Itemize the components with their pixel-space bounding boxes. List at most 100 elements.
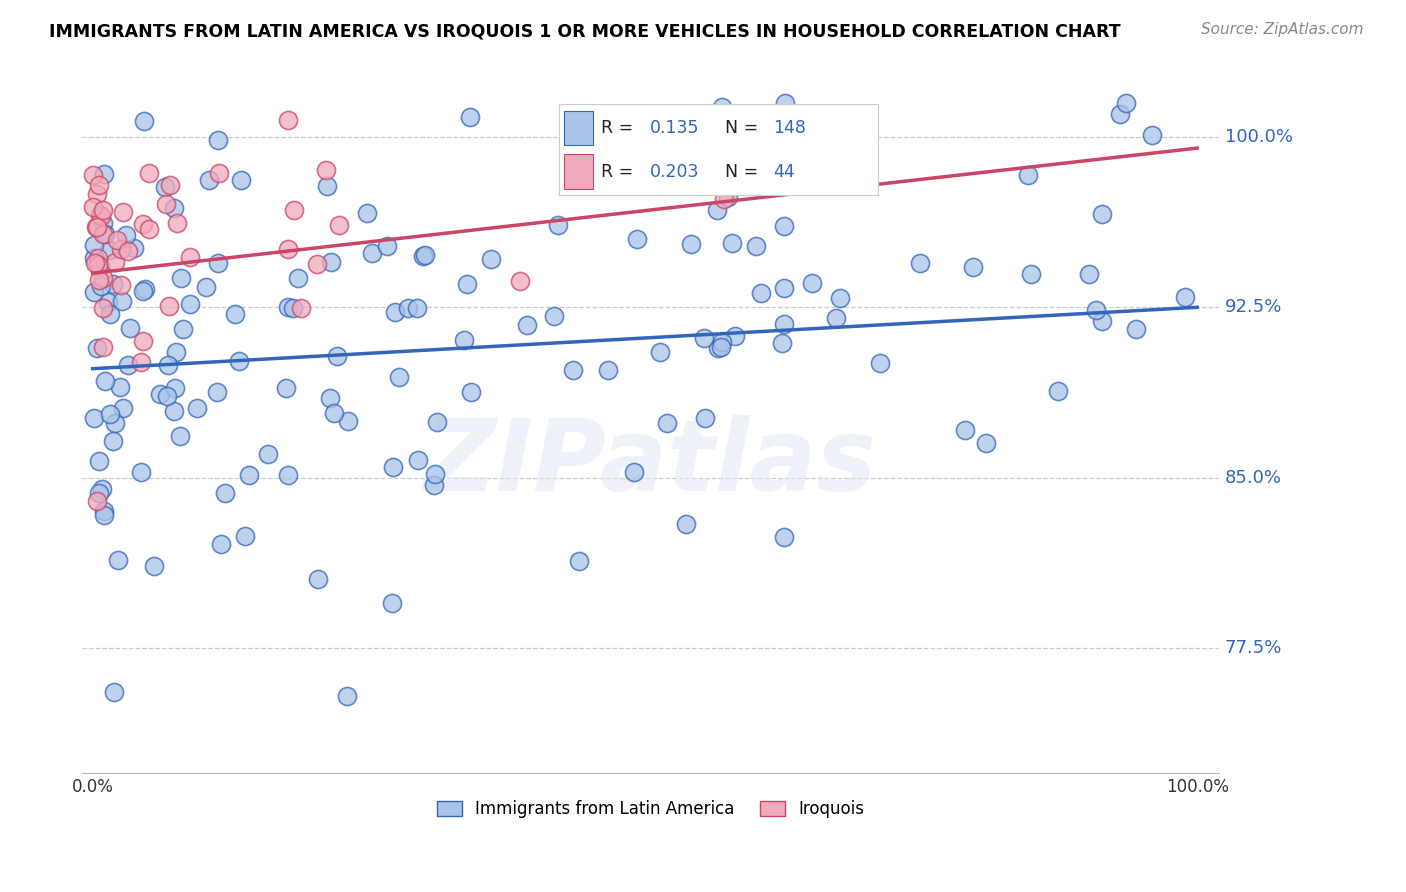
Point (207, 133, 229, 147)
Point (426, 415, 449, 429)
Point (86, 341, 108, 355)
Point (91, 270, 114, 285)
Point (91, 227, 114, 241)
Point (169, 429, 191, 443)
Point (274, 380, 297, 394)
Point (830, 291, 852, 305)
Point (706, 202, 728, 217)
Point (90, 209, 112, 223)
Point (724, 328, 747, 343)
Point (84, 256, 107, 270)
Point (138, 165, 160, 179)
Point (1017, 169, 1039, 183)
Point (277, 242, 299, 256)
Point (974, 436, 997, 450)
Point (1019, 267, 1042, 281)
Point (134, 283, 156, 297)
Point (89, 259, 111, 273)
Point (83, 238, 105, 252)
Point (97, 243, 120, 257)
Point (1091, 206, 1114, 220)
Point (111, 205, 134, 219)
Point (105, 233, 128, 247)
Point (103, 685, 125, 699)
Point (238, 468, 260, 483)
Point (143, 559, 166, 574)
Point (205, 384, 228, 399)
Point (693, 331, 716, 345)
Point (713, 192, 735, 206)
Point (336, 689, 359, 703)
Point (104, 255, 127, 269)
Point (315, 178, 337, 193)
Point (172, 322, 194, 336)
Point (83, 285, 105, 299)
Point (157, 299, 180, 313)
Point (83, 251, 105, 265)
Point (129, 355, 152, 369)
Text: 77.5%: 77.5% (1225, 640, 1282, 657)
Point (711, 100, 734, 114)
Point (1140, 128, 1163, 142)
Point (111, 401, 134, 416)
Text: 92.5%: 92.5% (1225, 298, 1282, 317)
Point (596, 363, 619, 377)
Legend: Immigrants from Latin America, Iroquois: Immigrants from Latin America, Iroquois (430, 794, 870, 825)
Point (198, 172, 221, 186)
Point (86, 493, 108, 508)
Point (361, 245, 384, 260)
Point (648, 344, 671, 359)
Point (93, 374, 115, 388)
Point (86, 186, 108, 201)
Point (101, 277, 124, 291)
Point (319, 255, 342, 269)
Point (755, 132, 778, 146)
Point (132, 284, 155, 298)
Point (375, 239, 398, 253)
Point (388, 370, 411, 384)
Point (287, 271, 309, 285)
Point (132, 114, 155, 128)
Text: IMMIGRANTS FROM LATIN AMERICA VS IROQUOIS 1 OR MORE VEHICLES IN HOUSEHOLD CORREL: IMMIGRANTS FROM LATIN AMERICA VS IROQUOI… (49, 22, 1121, 40)
Text: ZIPatlas: ZIPatlas (423, 415, 877, 512)
Point (707, 341, 730, 355)
Point (1078, 267, 1101, 281)
Point (305, 257, 328, 271)
Point (406, 453, 429, 467)
Point (87, 252, 110, 266)
Point (356, 206, 378, 220)
Point (207, 256, 229, 270)
Point (953, 423, 976, 437)
Point (209, 537, 232, 551)
Point (257, 447, 280, 461)
Point (415, 247, 437, 261)
Point (165, 345, 187, 359)
Point (149, 387, 172, 401)
Point (1091, 314, 1114, 328)
Point (423, 478, 446, 492)
Point (773, 281, 796, 295)
Point (110, 293, 132, 308)
Point (479, 252, 502, 266)
Point (155, 196, 177, 211)
Point (787, 130, 810, 145)
Point (94, 227, 117, 241)
Point (710, 340, 733, 354)
Point (1125, 321, 1147, 335)
Point (720, 235, 742, 250)
Point (453, 333, 475, 347)
Point (772, 317, 794, 331)
Point (233, 529, 256, 543)
Point (155, 180, 177, 194)
Point (962, 260, 984, 274)
Point (384, 305, 406, 319)
Point (156, 359, 179, 373)
Point (117, 244, 139, 258)
Point (626, 232, 648, 246)
Point (86, 220, 108, 235)
Point (319, 391, 342, 405)
Point (381, 596, 404, 610)
Point (1115, 95, 1137, 110)
Point (425, 467, 447, 482)
Point (711, 334, 734, 349)
